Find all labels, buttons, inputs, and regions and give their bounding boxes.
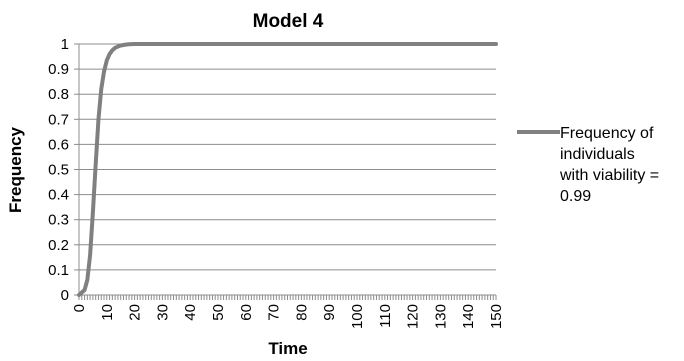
y-tick-labels: 0 0.1 0.2 0.3 0.4 0.5 0.6 0.7 0.8 0.9 1 [48,36,69,304]
chart-title: Model 4 [253,11,324,32]
x-tick-label: 40 [182,304,199,321]
y-tick-label: 0.7 [48,111,69,128]
x-tick-label: 140 [460,304,477,329]
x-tick-label: 120 [405,304,422,329]
legend-line: Frequency of [560,125,654,142]
y-tick-label: 0.9 [48,61,69,78]
legend-line: 0.99 [560,188,591,205]
y-tick-label: 0.4 [48,187,69,204]
x-tick-label: 30 [154,304,171,321]
gridlines [79,43,496,271]
series-line [77,42,498,297]
x-tick-label: 130 [432,304,449,329]
y-tick-label: 0.3 [48,212,69,229]
y-tick-label: 0.1 [48,262,69,279]
x-minor-ticks [78,295,497,300]
y-tick-label: 1 [61,36,69,53]
x-tick-label: 80 [293,304,310,321]
axes [74,43,497,300]
x-tick-label: 20 [127,304,144,321]
y-tick-label: 0.8 [48,86,69,103]
x-tick-label: 90 [321,304,338,321]
y-tick-label: 0.5 [48,162,69,179]
x-tick-label: 0 [71,304,88,312]
y-tick-label: 0.2 [48,237,69,254]
legend: Frequency of individuals with viability = 0… [517,125,659,205]
series-lines [77,42,498,297]
y-tick-label: 0.6 [48,136,69,153]
x-tick-labels: 0 10 20 30 40 50 60 70 80 90 100 110 120 130 140 150 [71,304,505,329]
x-tick-label: 70 [266,304,283,321]
legend-line: with viability = [559,167,659,184]
legend-label: Frequency of individuals with viability = 0… [559,125,659,205]
x-axis-label: Time [268,339,307,358]
x-tick-label: 150 [488,304,505,329]
x-tick-label: 110 [377,304,394,328]
legend-line: individuals [560,146,635,163]
x-tick-label: 10 [99,304,116,321]
x-tick-label: 60 [238,304,255,321]
y-axis-label: Frequency [6,126,25,213]
y-tick-label: 0 [61,287,69,304]
x-tick-label: 50 [210,304,227,321]
x-tick-label: 100 [349,304,366,329]
